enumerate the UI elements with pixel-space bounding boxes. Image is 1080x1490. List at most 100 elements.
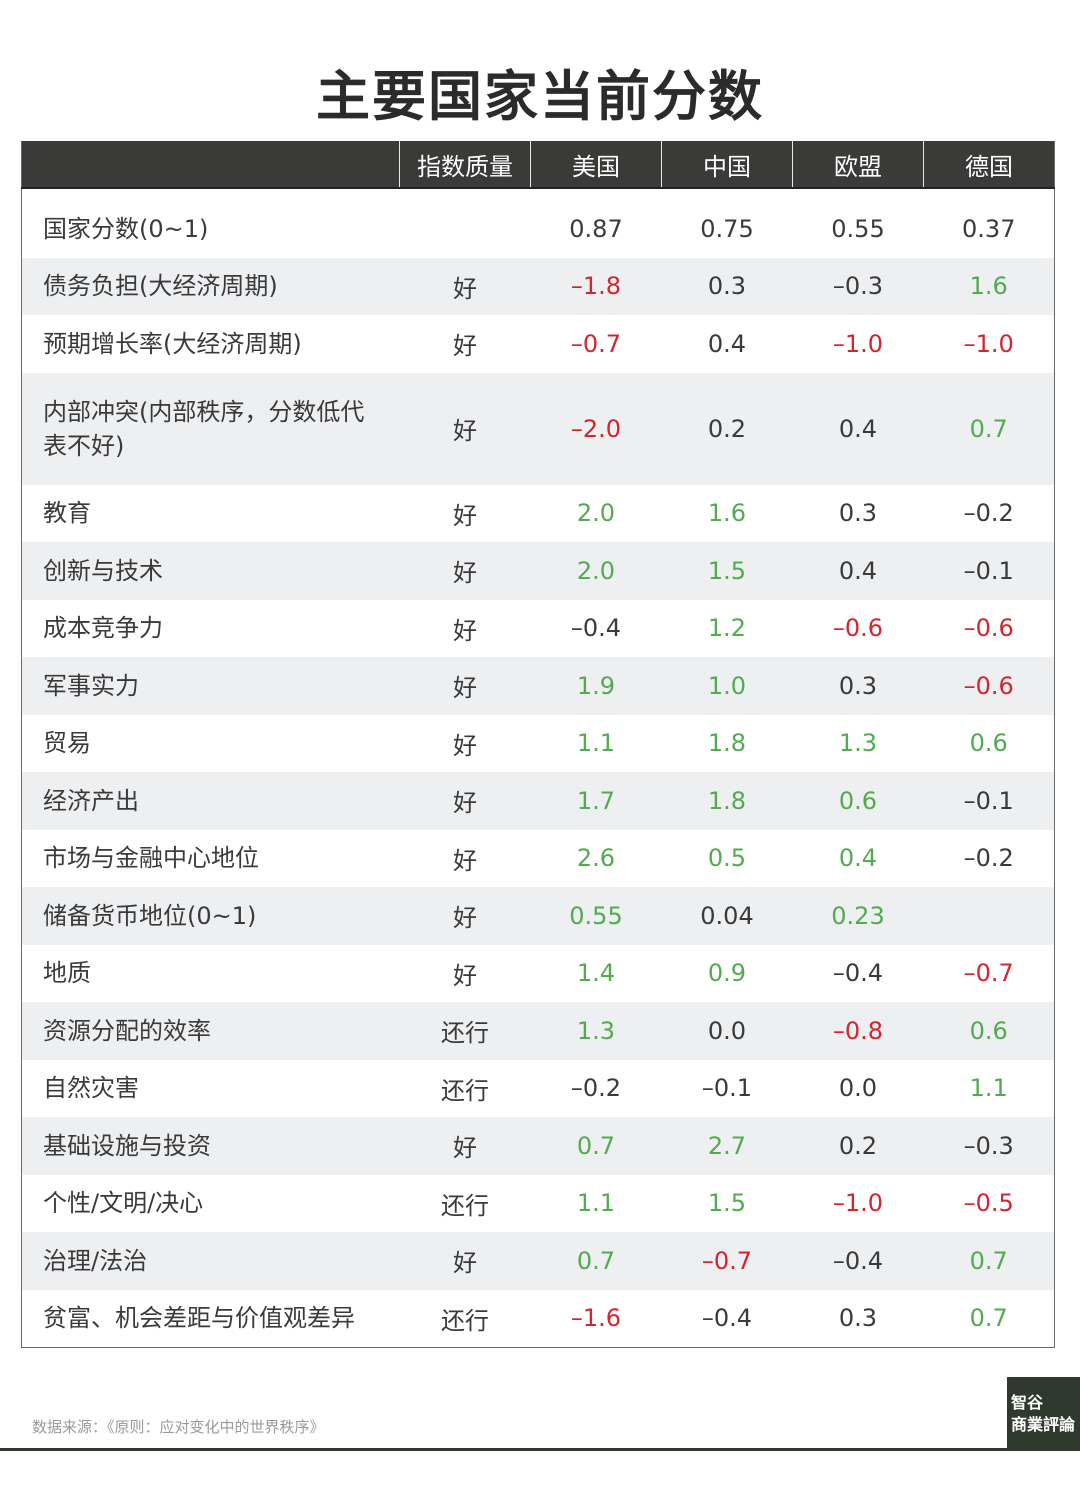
score-eu: –1.0	[832, 329, 884, 358]
score-germany: 0.37	[962, 214, 1016, 243]
score-germany: 0.6	[923, 1002, 1055, 1060]
index-quality: 还行	[441, 1076, 489, 1105]
score-germany: –0.2	[963, 499, 1014, 528]
score-china: 1.8	[661, 772, 793, 830]
score-china: 0.3	[661, 257, 793, 315]
indicator-name: 贫富、机会差距与价值观差异	[43, 1304, 355, 1333]
index-quality: 好	[453, 332, 477, 361]
score-china: 1.0	[661, 657, 793, 715]
score-eu: 0.6	[792, 772, 924, 830]
logo-line-2: 商業評論	[1011, 1415, 1076, 1434]
index-quality: 好	[399, 372, 531, 485]
index-quality	[400, 188, 531, 258]
indicator-name: 基础设施与投资	[21, 1117, 400, 1175]
table-row: 贫富、机会差距与价值观差异 还行 –1.6 –0.4 0.3 0.7	[22, 1290, 1055, 1348]
score-usa: 0.7	[530, 1232, 662, 1290]
score-eu: –0.6	[832, 614, 884, 643]
score-germany: 0.7	[923, 1232, 1055, 1290]
table-row: 个性/文明/决心 还行 1.1 1.5 –1.0 –0.5	[22, 1175, 1055, 1233]
score-germany: 0.7	[923, 372, 1055, 485]
indicator-name: 治理/法治	[21, 1232, 400, 1290]
index-quality: 好	[399, 772, 531, 830]
indicator-name: 创新与技术	[21, 542, 400, 600]
score-china: 0.04	[661, 887, 793, 945]
score-eu: 0.0	[838, 1074, 878, 1103]
score-china: 0.0	[661, 1002, 793, 1060]
score-eu: 0.3	[838, 499, 878, 528]
table-row: 地质 好 1.4 0.9 –0.4 –0.7	[22, 945, 1055, 1003]
score-usa: –2.0	[530, 372, 662, 485]
header-germany: 德国	[923, 141, 1055, 188]
score-eu: –1.0	[832, 1189, 884, 1218]
score-germany: –0.5	[963, 1189, 1014, 1218]
score-china: 1.2	[707, 614, 747, 643]
indicator-name: 地质	[43, 959, 91, 988]
score-eu: 0.3	[838, 1304, 878, 1333]
score-usa: 1.4	[576, 959, 616, 988]
score-germany: –0.3	[923, 1117, 1055, 1175]
index-quality: 好	[453, 616, 477, 645]
index-quality: 好	[399, 1117, 531, 1175]
indicator-name: 军事实力	[21, 657, 400, 715]
header-quality: 指数质量	[399, 141, 531, 188]
score-usa: 0.87	[569, 214, 623, 243]
index-quality: 还行	[399, 1002, 531, 1060]
table-row: 贸易 好 1.1 1.8 1.3 0.6	[22, 715, 1055, 773]
index-quality: 好	[399, 887, 531, 945]
indicator-name: 内部冲突(内部秩序，分数低代表不好)	[21, 372, 400, 485]
score-china: 0.2	[661, 372, 793, 485]
table-row: 创新与技术好 2.0 1.5 0.4 –0.1	[21, 542, 1055, 600]
score-china: 1.5	[707, 1189, 747, 1218]
table-row: 内部冲突(内部秩序，分数低代表不好) 好 –2.0 0.2 0.4 0.7	[21, 372, 1055, 485]
score-china: 0.75	[700, 214, 754, 243]
header-eu: 欧盟	[792, 141, 924, 188]
score-usa: –1.8	[530, 257, 662, 315]
index-quality: 好	[453, 961, 477, 990]
index-quality: 还行	[441, 1191, 489, 1220]
indicator-name: 成本竞争力	[43, 614, 163, 643]
header-china: 中国	[661, 141, 793, 188]
score-usa: 1.9	[530, 657, 662, 715]
score-eu: –0.8	[792, 1002, 924, 1060]
table-row: 储备货币地位(0~1) 好 0.55 0.04 0.23	[21, 887, 1055, 945]
indicator-name: 预期增长率(大经济周期)	[43, 329, 302, 358]
indicator-name: 教育	[43, 499, 91, 528]
score-usa: 0.55	[530, 887, 662, 945]
indicator-name: 个性/文明/决心	[43, 1189, 204, 1218]
score-eu: 0.3	[792, 657, 924, 715]
table-row: 基础设施与投资好 0.7 2.7 0.2 –0.3	[21, 1117, 1055, 1175]
score-eu: 0.4	[792, 542, 924, 600]
score-usa: 1.7	[530, 772, 662, 830]
table-row: 资源分配的效率 还行 1.3 0.0 –0.8 0.6	[21, 1002, 1055, 1060]
score-eu: –0.4	[792, 1232, 924, 1290]
data-source-note: 数据来源：《原则：应对变化中的世界秩序》	[32, 1418, 325, 1436]
score-china: 0.9	[707, 959, 747, 988]
brand-logo: 智谷 商業評論	[1007, 1377, 1080, 1449]
score-usa: 2.0	[530, 542, 662, 600]
table-row: 国家分数(0~1) 0.87 0.75 0.55 0.37	[22, 188, 1055, 258]
scores-table: 指数质量 美国 中国 欧盟 德国 国家分数(0~1) 0.87 0.75 0.55 0.…	[21, 141, 1055, 1348]
score-eu: 0.2	[792, 1117, 924, 1175]
score-germany: –0.1	[923, 542, 1055, 600]
index-quality: 好	[399, 542, 531, 600]
index-quality: 好	[453, 846, 477, 875]
score-germany: –0.6	[963, 614, 1014, 643]
score-germany: 0.7	[969, 1304, 1008, 1333]
indicator-name: 资源分配的效率	[21, 1002, 400, 1060]
indicator-name: 债务负担(大经济周期)	[21, 257, 400, 315]
score-eu: –0.3	[792, 257, 924, 315]
index-quality: 好	[453, 731, 477, 760]
index-quality: 还行	[441, 1306, 489, 1335]
score-china: –0.7	[661, 1232, 793, 1290]
table-row: 债务负担(大经济周期) 好 –1.8 0.3 –0.3 1.6	[21, 257, 1055, 315]
score-usa: 1.1	[576, 1189, 616, 1218]
score-germany: –0.2	[963, 844, 1014, 873]
table-row: 教育 好 2.0 1.6 0.3 –0.2	[22, 485, 1055, 543]
score-germany: 1.6	[923, 257, 1055, 315]
score-usa: 1.3	[530, 1002, 662, 1060]
score-china: –0.1	[701, 1074, 753, 1103]
score-china: 1.5	[661, 542, 793, 600]
score-usa: 1.1	[576, 729, 616, 758]
score-china: 1.6	[707, 499, 747, 528]
table-row: 自然灾害 还行 –0.2 –0.1 0.0 1.1	[22, 1060, 1055, 1118]
